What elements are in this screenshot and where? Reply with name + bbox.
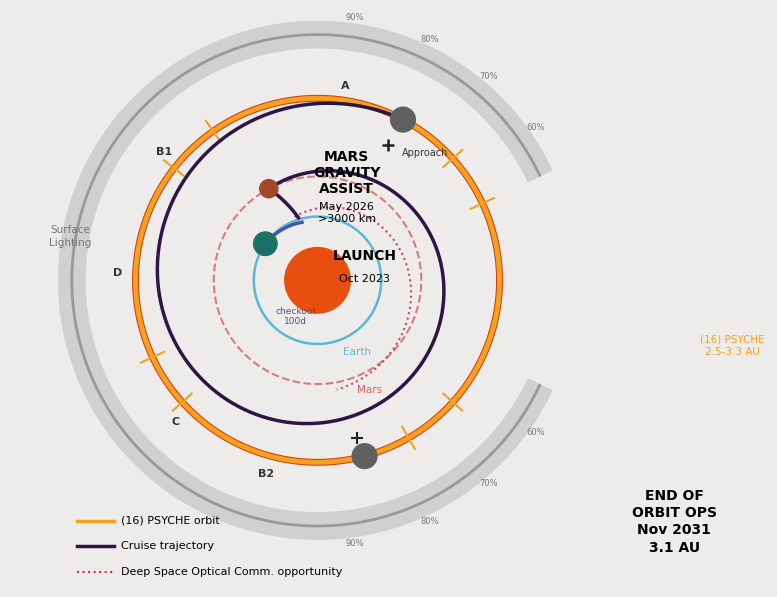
Text: Surface
Lighting: Surface Lighting <box>49 226 91 248</box>
Text: MARS
GRAVITY
ASSIST: MARS GRAVITY ASSIST <box>313 150 381 196</box>
Text: END OF
ORBIT OPS
Nov 2031
3.1 AU: END OF ORBIT OPS Nov 2031 3.1 AU <box>632 489 716 555</box>
Text: C: C <box>172 417 180 427</box>
Text: B2: B2 <box>258 469 274 479</box>
Text: 80%: 80% <box>420 516 439 525</box>
Circle shape <box>253 232 277 256</box>
Text: (16) PSYCHE
2.5-3.3 AU: (16) PSYCHE 2.5-3.3 AU <box>700 335 765 357</box>
Text: LAUNCH: LAUNCH <box>333 250 397 263</box>
Text: 70%: 70% <box>479 72 497 81</box>
Text: B1: B1 <box>156 147 172 156</box>
Text: Mars: Mars <box>357 385 382 395</box>
Text: May 2026
>3000 km: May 2026 >3000 km <box>318 202 376 224</box>
Text: 80%: 80% <box>420 35 439 44</box>
Text: 60%: 60% <box>526 428 545 437</box>
Text: Cruise trajectory: Cruise trajectory <box>121 541 214 551</box>
Circle shape <box>260 180 278 198</box>
Circle shape <box>253 232 277 256</box>
Text: Earth: Earth <box>343 347 371 357</box>
Text: Deep Space Optical Comm. opportunity: Deep Space Optical Comm. opportunity <box>121 567 343 577</box>
Text: A: A <box>340 81 349 91</box>
Text: 60%: 60% <box>526 124 545 133</box>
Text: (16) PSYCHE orbit: (16) PSYCHE orbit <box>121 516 220 525</box>
Text: Approach: Approach <box>402 148 448 158</box>
Text: checkout
100d: checkout 100d <box>275 307 316 327</box>
Text: 90%: 90% <box>345 13 364 21</box>
Text: 90%: 90% <box>345 539 364 548</box>
Text: Oct 2023: Oct 2023 <box>340 274 390 284</box>
Text: D: D <box>113 268 122 278</box>
Text: 70%: 70% <box>479 479 497 488</box>
Circle shape <box>284 248 350 313</box>
Circle shape <box>352 444 377 469</box>
Circle shape <box>391 107 416 132</box>
